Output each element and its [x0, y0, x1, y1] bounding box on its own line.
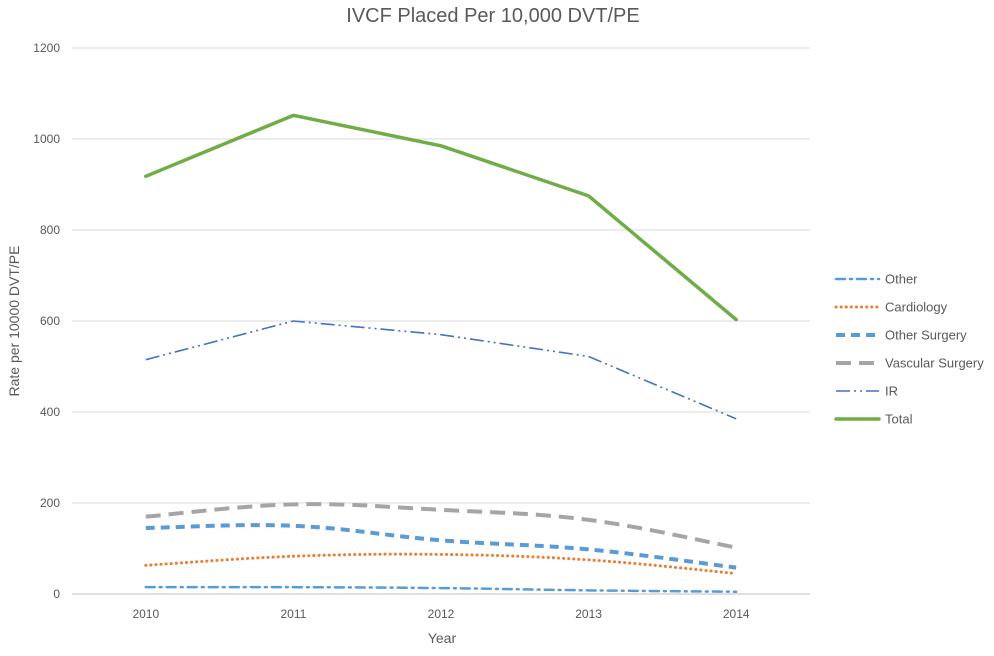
series-line-vascular-surgery [145, 502, 737, 550]
series-line-other-surgery [145, 523, 737, 570]
legend-label: IR [885, 384, 898, 399]
legend-label: Other [885, 272, 918, 287]
series-line-ir [145, 320, 737, 420]
x-axis-title: Year [428, 630, 457, 646]
y-axis-title: Rate per 10000 DVT/PE [6, 246, 22, 397]
x-tick-label: 2012 [428, 607, 455, 621]
legend-item: Vascular Surgery [836, 356, 984, 371]
legend-item: Other [834, 272, 918, 287]
legend-item: Cardiology [834, 300, 948, 315]
legend-item: IR [836, 384, 898, 399]
y-tick-label: 400 [40, 405, 60, 419]
x-axis-ticks: 2010 2011 2012 2013 2014 [132, 607, 749, 621]
x-tick-label: 2010 [132, 607, 159, 621]
legend-label: Total [885, 412, 913, 427]
y-tick-label: 800 [40, 223, 60, 237]
legend-label: Cardiology [885, 300, 948, 315]
chart-title: IVCF Placed Per 10,000 DVT/PE [346, 5, 639, 27]
legend: Other Cardiology Other Surgery Vascular Sur… [834, 272, 984, 427]
series-line-other [144, 585, 738, 593]
x-tick-label: 2011 [280, 607, 306, 621]
series-line-cardiology [144, 552, 738, 576]
x-tick-label: 2014 [723, 607, 750, 621]
x-tick-label: 2013 [575, 607, 602, 621]
series-lines [144, 113, 738, 593]
legend-label: Vascular Surgery [885, 356, 984, 371]
y-tick-label: 600 [40, 314, 60, 328]
legend-label: Other Surgery [885, 328, 967, 343]
y-tick-label: 1200 [33, 41, 60, 55]
legend-item: Total [834, 412, 913, 427]
y-tick-label: 200 [40, 496, 60, 510]
series-line-total [144, 113, 738, 322]
legend-item: Other Surgery [836, 328, 967, 343]
y-axis-ticks: 0 200 400 600 800 1000 1200 [33, 41, 60, 601]
y-tick-label: 1000 [33, 132, 60, 146]
gridlines [72, 47, 810, 595]
y-tick-label: 0 [53, 587, 60, 601]
